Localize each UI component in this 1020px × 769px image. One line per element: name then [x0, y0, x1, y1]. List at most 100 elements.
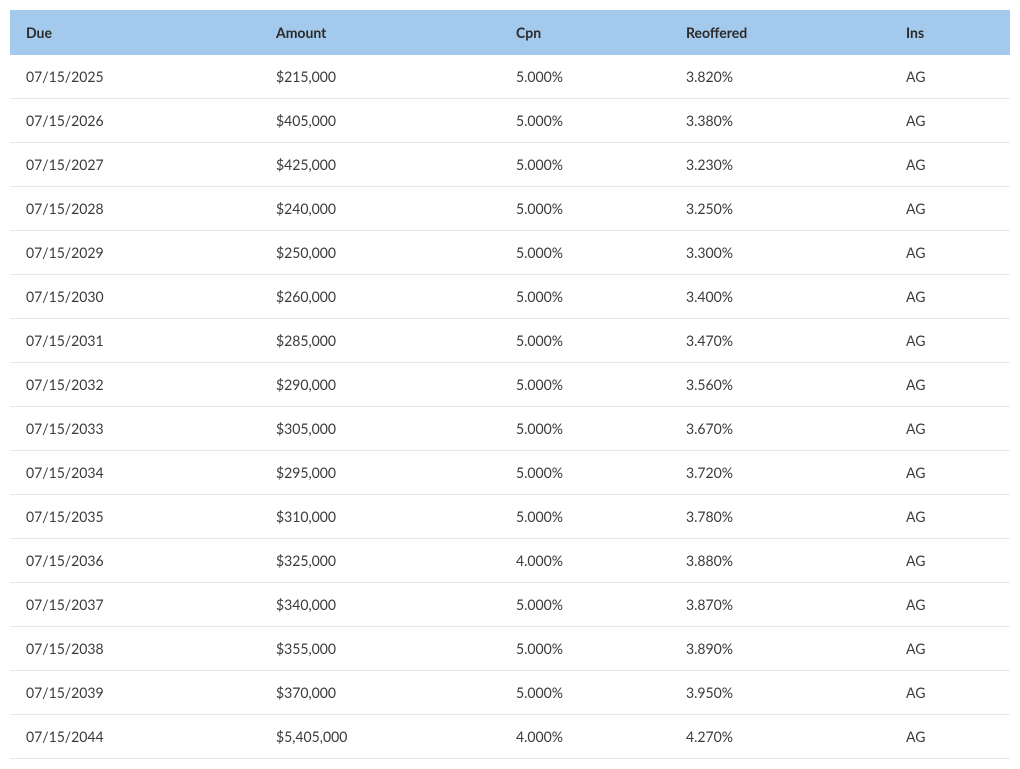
cell-cpn: 5.000% [510, 319, 680, 363]
cell-cpn: 5.000% [510, 407, 680, 451]
cell-amount: $260,000 [270, 275, 510, 319]
table-row: 07/15/2032$290,0005.000%3.560%AG [10, 363, 1010, 407]
table-row: 07/15/2025$215,0005.000%3.820%AG [10, 55, 1010, 99]
table-row: 07/15/2030$260,0005.000%3.400%AG [10, 275, 1010, 319]
cell-reoffered: 3.400% [680, 275, 900, 319]
cell-reoffered: 3.880% [680, 539, 900, 583]
cell-cpn: 4.000% [510, 539, 680, 583]
cell-amount: $325,000 [270, 539, 510, 583]
cell-amount: $290,000 [270, 363, 510, 407]
cell-ins: AG [900, 539, 1010, 583]
table-row: 07/15/2029$250,0005.000%3.300%AG [10, 231, 1010, 275]
cell-due: 07/15/2027 [10, 143, 270, 187]
cell-reoffered: 3.870% [680, 583, 900, 627]
cell-reoffered: 3.720% [680, 451, 900, 495]
cell-ins: AG [900, 319, 1010, 363]
cell-cpn: 5.000% [510, 187, 680, 231]
col-header-amount[interactable]: Amount [270, 10, 510, 55]
cell-due: 07/15/2030 [10, 275, 270, 319]
cell-cpn: 4.000% [510, 715, 680, 759]
cell-ins: AG [900, 55, 1010, 99]
cell-ins: AG [900, 275, 1010, 319]
cell-amount: $285,000 [270, 319, 510, 363]
cell-amount: $370,000 [270, 671, 510, 715]
cell-reoffered: 3.890% [680, 627, 900, 671]
table-row: 07/15/2028$240,0005.000%3.250%AG [10, 187, 1010, 231]
cell-amount: $5,405,000 [270, 715, 510, 759]
cell-cpn: 5.000% [510, 363, 680, 407]
cell-ins: AG [900, 143, 1010, 187]
cell-due: 07/15/2037 [10, 583, 270, 627]
cell-amount: $355,000 [270, 627, 510, 671]
table-row: 07/15/2036$325,0004.000%3.880%AG [10, 539, 1010, 583]
cell-cpn: 5.000% [510, 671, 680, 715]
table-header-row: Due Amount Cpn Reoffered Ins [10, 10, 1010, 55]
table-row: 07/15/2034$295,0005.000%3.720%AG [10, 451, 1010, 495]
cell-reoffered: 3.300% [680, 231, 900, 275]
cell-amount: $295,000 [270, 451, 510, 495]
cell-due: 07/15/2025 [10, 55, 270, 99]
cell-cpn: 5.000% [510, 451, 680, 495]
cell-reoffered: 3.470% [680, 319, 900, 363]
table-row: 07/15/2026$405,0005.000%3.380%AG [10, 99, 1010, 143]
cell-ins: AG [900, 99, 1010, 143]
table-row: 07/15/2031$285,0005.000%3.470%AG [10, 319, 1010, 363]
cell-due: 07/15/2026 [10, 99, 270, 143]
cell-due: 07/15/2028 [10, 187, 270, 231]
col-header-due[interactable]: Due [10, 10, 270, 55]
cell-due: 07/15/2039 [10, 671, 270, 715]
cell-reoffered: 3.250% [680, 187, 900, 231]
cell-reoffered: 3.380% [680, 99, 900, 143]
cell-ins: AG [900, 495, 1010, 539]
cell-cpn: 5.000% [510, 99, 680, 143]
cell-reoffered: 3.560% [680, 363, 900, 407]
cell-amount: $310,000 [270, 495, 510, 539]
cell-amount: $425,000 [270, 143, 510, 187]
col-header-reoffered[interactable]: Reoffered [680, 10, 900, 55]
cell-reoffered: 3.780% [680, 495, 900, 539]
cell-due: 07/15/2031 [10, 319, 270, 363]
col-header-ins[interactable]: Ins [900, 10, 1010, 55]
cell-reoffered: 3.230% [680, 143, 900, 187]
cell-due: 07/15/2035 [10, 495, 270, 539]
cell-cpn: 5.000% [510, 583, 680, 627]
cell-due: 07/15/2038 [10, 627, 270, 671]
cell-due: 07/15/2033 [10, 407, 270, 451]
cell-amount: $240,000 [270, 187, 510, 231]
cell-cpn: 5.000% [510, 275, 680, 319]
bond-schedule-table: Due Amount Cpn Reoffered Ins 07/15/2025$… [10, 10, 1010, 759]
cell-amount: $250,000 [270, 231, 510, 275]
cell-due: 07/15/2044 [10, 715, 270, 759]
cell-cpn: 5.000% [510, 495, 680, 539]
cell-ins: AG [900, 627, 1010, 671]
cell-cpn: 5.000% [510, 231, 680, 275]
cell-amount: $340,000 [270, 583, 510, 627]
cell-reoffered: 3.820% [680, 55, 900, 99]
table-row: 07/15/2039$370,0005.000%3.950%AG [10, 671, 1010, 715]
cell-ins: AG [900, 583, 1010, 627]
table-row: 07/15/2038$355,0005.000%3.890%AG [10, 627, 1010, 671]
cell-ins: AG [900, 363, 1010, 407]
cell-due: 07/15/2032 [10, 363, 270, 407]
table-row: 07/15/2035$310,0005.000%3.780%AG [10, 495, 1010, 539]
cell-ins: AG [900, 407, 1010, 451]
table-row: 07/15/2037$340,0005.000%3.870%AG [10, 583, 1010, 627]
cell-reoffered: 3.950% [680, 671, 900, 715]
cell-due: 07/15/2034 [10, 451, 270, 495]
cell-ins: AG [900, 231, 1010, 275]
cell-cpn: 5.000% [510, 143, 680, 187]
col-header-cpn[interactable]: Cpn [510, 10, 680, 55]
cell-ins: AG [900, 451, 1010, 495]
table-row: 07/15/2027$425,0005.000%3.230%AG [10, 143, 1010, 187]
table-body: 07/15/2025$215,0005.000%3.820%AG07/15/20… [10, 55, 1010, 759]
cell-amount: $215,000 [270, 55, 510, 99]
cell-due: 07/15/2029 [10, 231, 270, 275]
table-row: 07/15/2033$305,0005.000%3.670%AG [10, 407, 1010, 451]
cell-due: 07/15/2036 [10, 539, 270, 583]
cell-cpn: 5.000% [510, 627, 680, 671]
table-row: 07/15/2044$5,405,0004.000%4.270%AG [10, 715, 1010, 759]
cell-ins: AG [900, 187, 1010, 231]
cell-ins: AG [900, 671, 1010, 715]
cell-reoffered: 3.670% [680, 407, 900, 451]
cell-cpn: 5.000% [510, 55, 680, 99]
